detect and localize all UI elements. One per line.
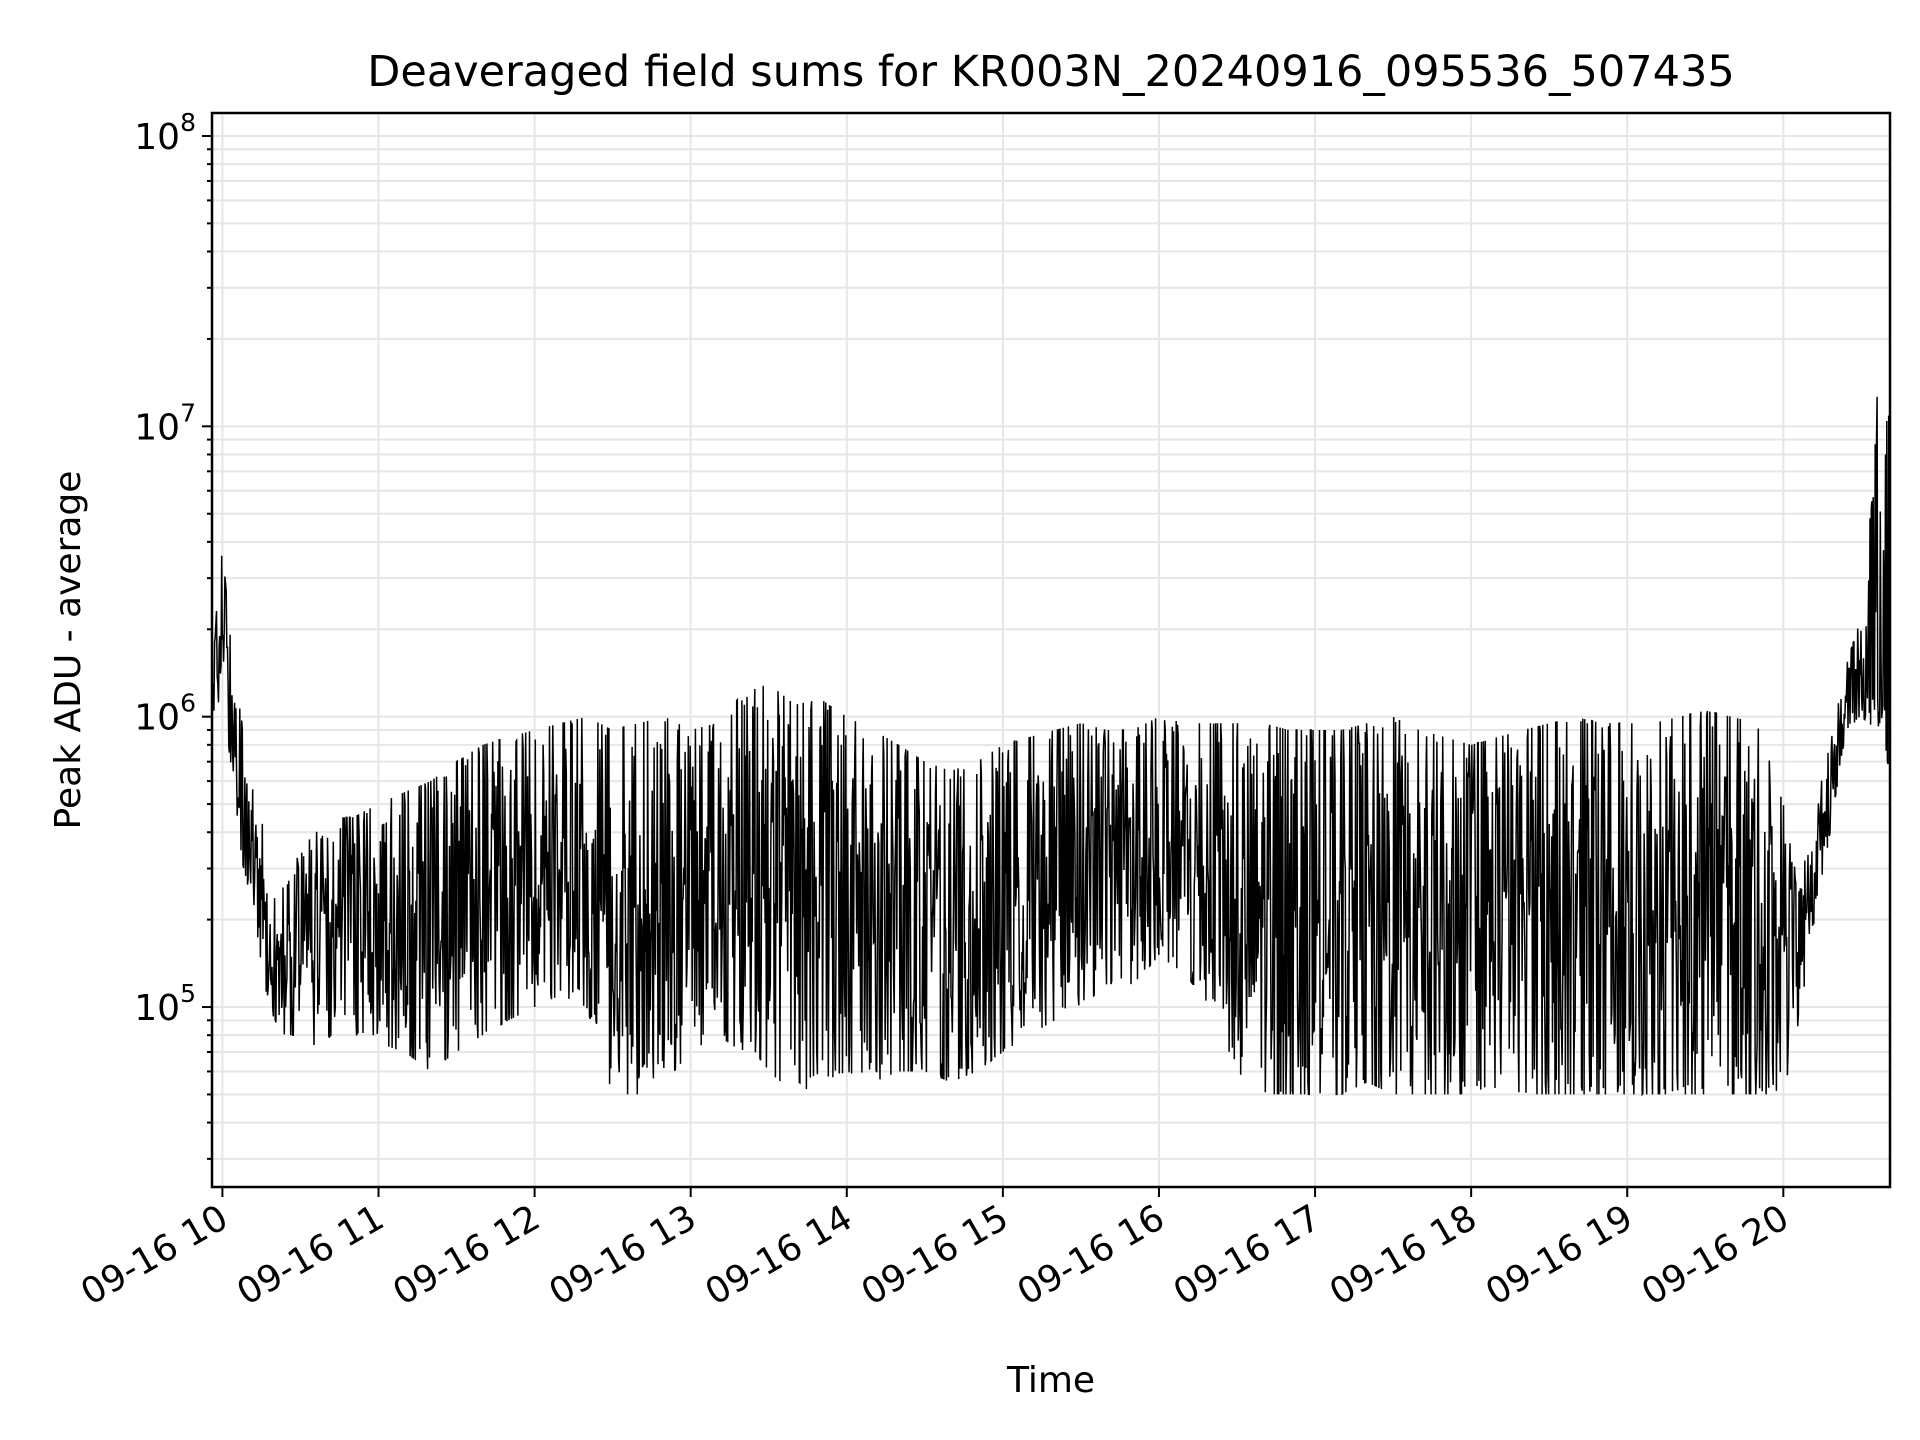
y-tick-base: 10 bbox=[134, 407, 180, 448]
y-tick-exponent: 8 bbox=[180, 108, 196, 137]
y-axis-label: Peak ADU - average bbox=[48, 471, 89, 830]
series-layer bbox=[211, 396, 1891, 1097]
chart-title: Deaveraged field sums for KR003N_2024091… bbox=[367, 47, 1734, 97]
y-tick-label: 107 bbox=[134, 398, 196, 448]
y-tick-exponent: 7 bbox=[180, 398, 196, 427]
y-tick-base: 10 bbox=[134, 698, 180, 739]
y-tick-label: 106 bbox=[134, 689, 196, 739]
plot-frame bbox=[210, 111, 1892, 1189]
y-tick-label: 108 bbox=[134, 108, 196, 158]
y-tick-exponent: 5 bbox=[180, 979, 196, 1008]
y-tick-base: 10 bbox=[134, 988, 180, 1029]
y-tick-label: 105 bbox=[134, 979, 196, 1029]
y-tick-exponent: 6 bbox=[180, 689, 196, 718]
x-axis-label: Time bbox=[1006, 1360, 1095, 1401]
series-line-0 bbox=[211, 396, 1891, 1097]
y-tick-base: 10 bbox=[134, 117, 180, 158]
